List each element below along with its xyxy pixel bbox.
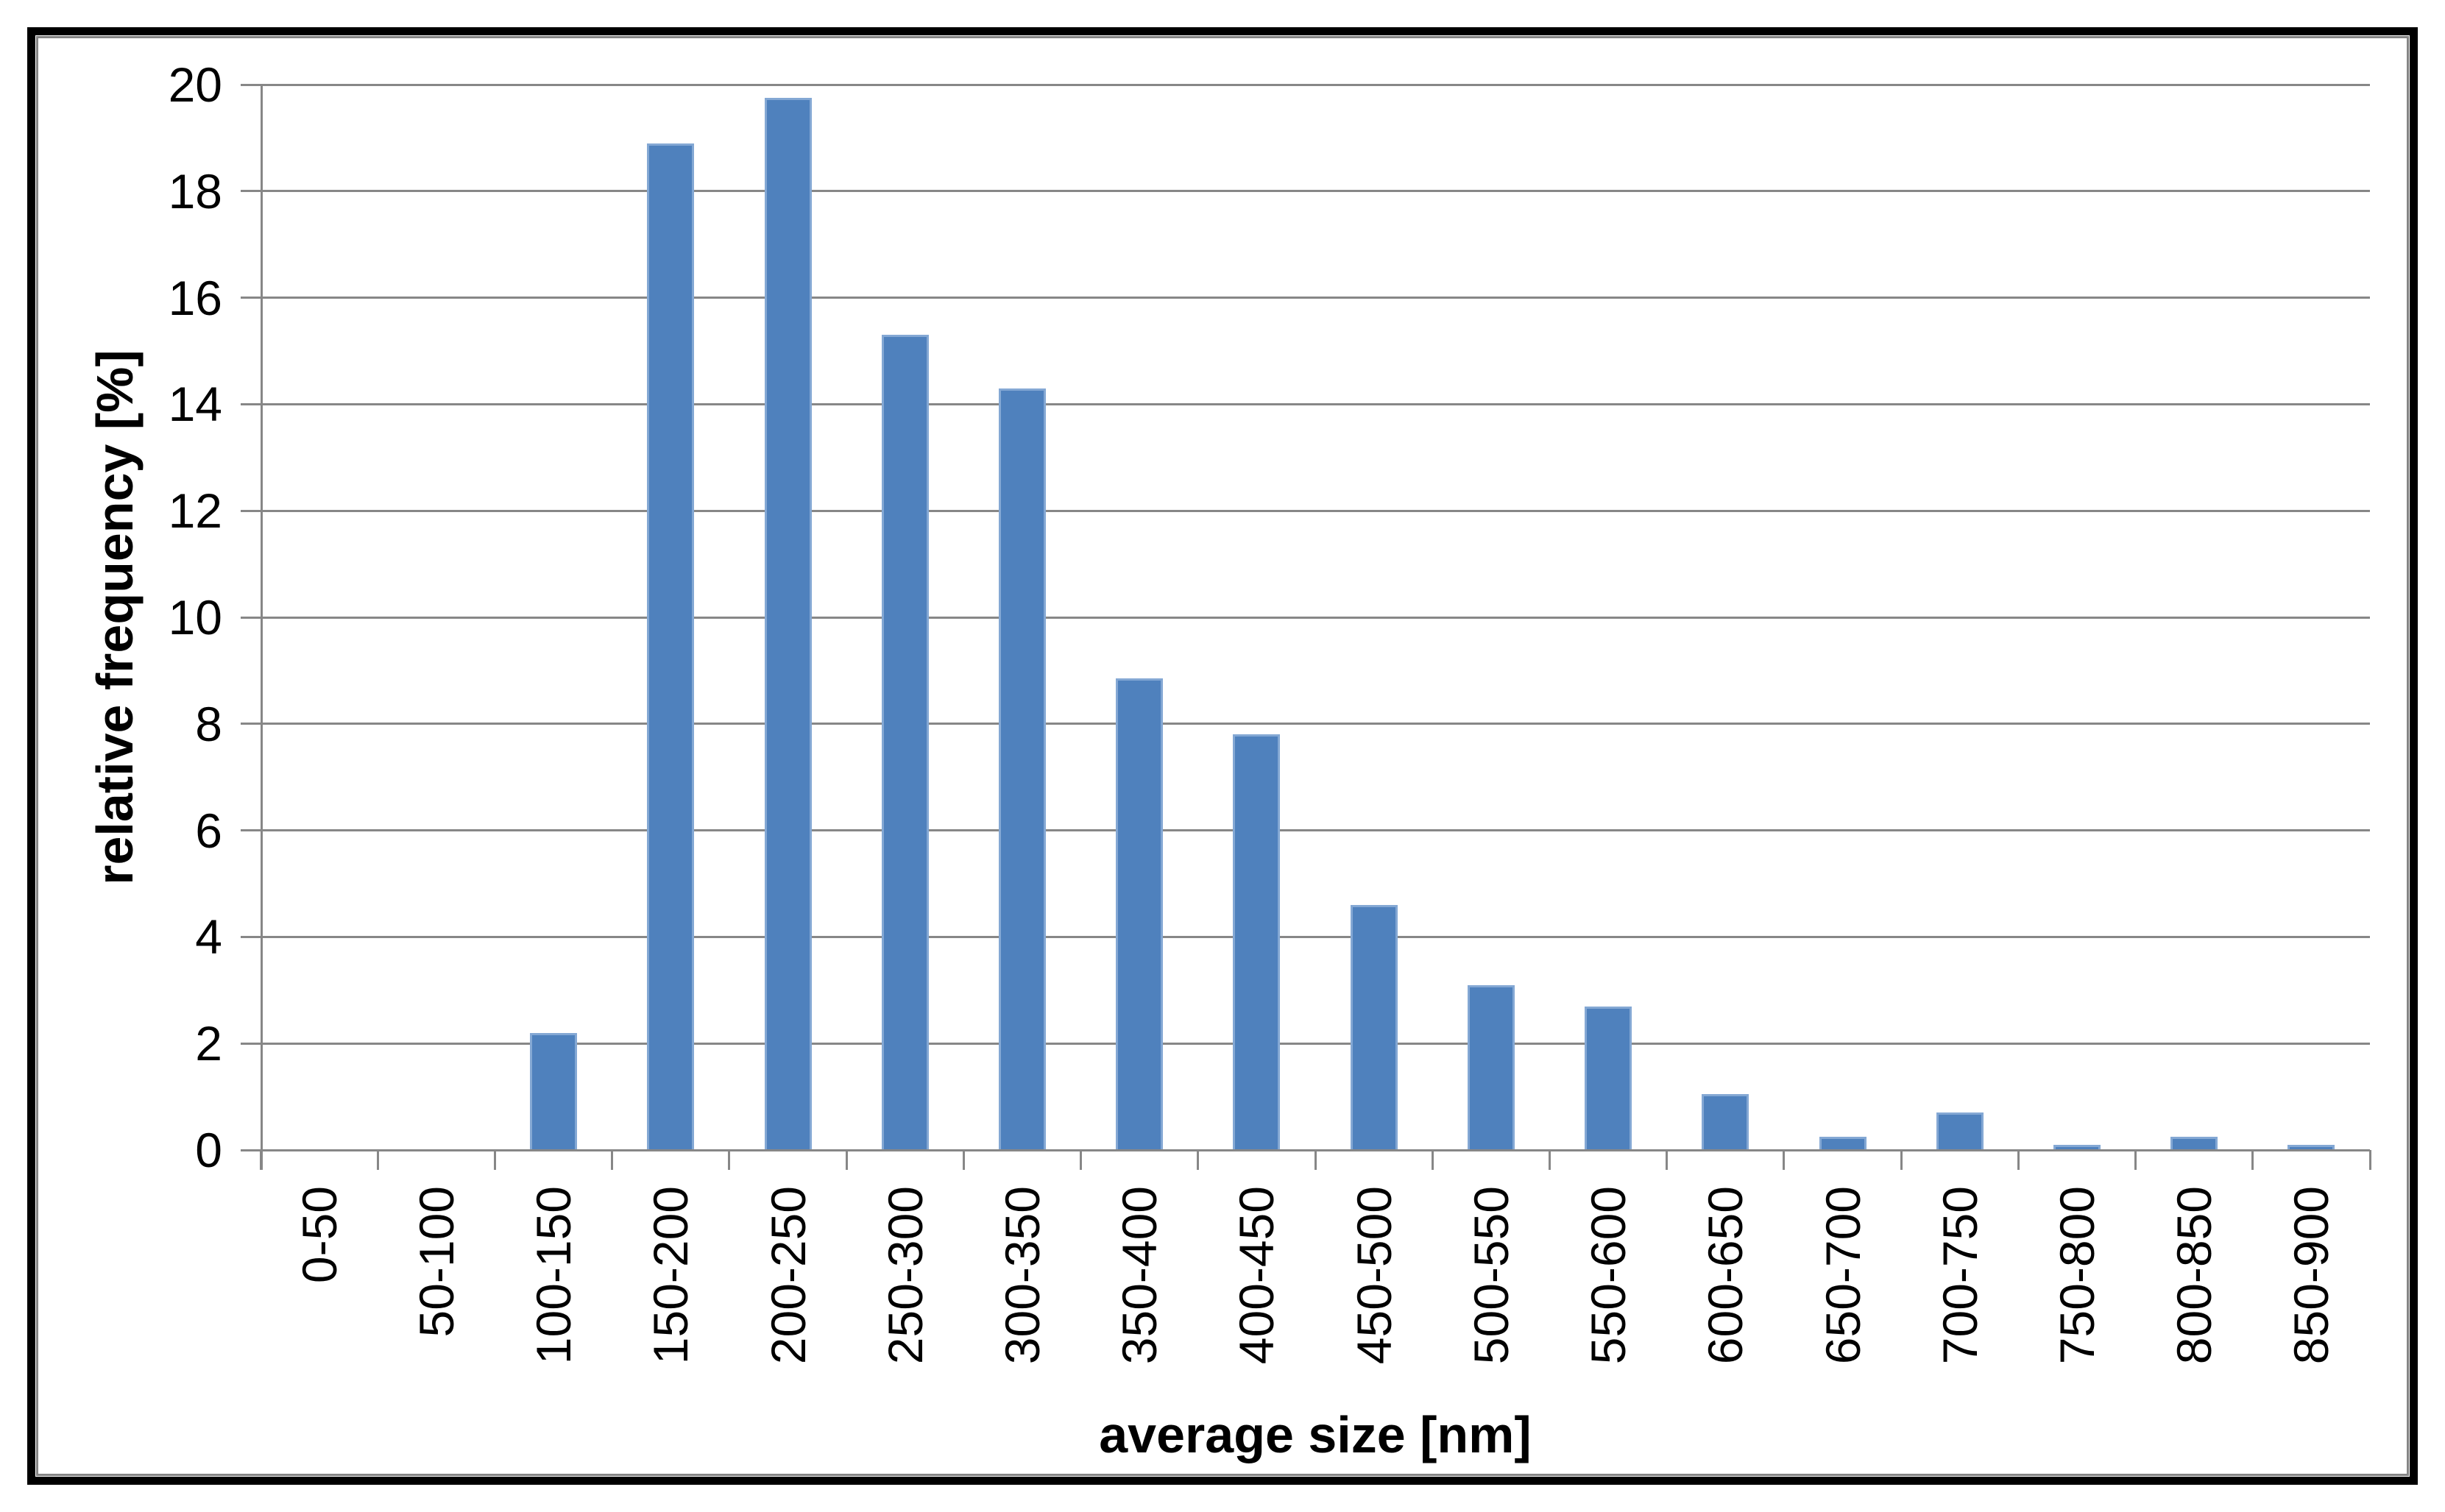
bar-650-700 [1819,1136,1867,1150]
y-axis-line [261,85,263,1170]
gridline [261,935,2370,938]
gridline [261,83,2370,86]
y-tick-label: 2 [195,1016,222,1071]
y-tick-label: 8 [195,696,222,751]
bar-150-200 [647,143,695,1150]
gridline [261,509,2370,512]
chart-frame [27,27,2418,1485]
x-tick [1080,1150,1083,1170]
x-tick-label-text: 600-650 [1698,1186,1753,1365]
y-tick-label: 6 [195,803,222,858]
x-tick-label-text: 350-400 [1112,1186,1167,1365]
gridline [261,616,2370,619]
y-tick-label: 4 [195,909,222,965]
x-tick [2368,1150,2371,1170]
y-tick-label: 14 [168,377,222,432]
x-tick-label-text: 100-150 [526,1186,581,1365]
gridline [261,1042,2370,1045]
x-tick-label-text: 750-800 [2049,1186,2104,1365]
x-tick [2017,1150,2020,1170]
x-tick [259,1150,262,1170]
bar-850-900 [2287,1144,2335,1150]
x-tick [2134,1150,2137,1170]
y-tick [241,297,261,299]
x-tick [1783,1150,1786,1170]
x-tick-label-text: 500-550 [1463,1186,1518,1365]
gridline [261,402,2370,405]
x-tick-label-text: 800-850 [2167,1186,2222,1365]
y-tick [241,723,261,725]
x-tick [2251,1150,2254,1170]
x-tick-label-text: 450-500 [1346,1186,1401,1365]
bar-450-500 [1350,904,1398,1150]
x-tick-label-text: 550-600 [1581,1186,1636,1365]
y-tick-label: 0 [195,1123,222,1177]
bar-700-750 [1936,1112,1984,1150]
bar-100-150 [530,1032,578,1150]
x-tick-label-text: 200-250 [760,1186,815,1365]
bar-550-600 [1585,1006,1632,1150]
bar-600-650 [1702,1093,1749,1150]
x-tick [611,1150,614,1170]
x-tick [1197,1150,1200,1170]
y-axis-title-text: relative frequency [%] [86,349,144,885]
bar-350-400 [1116,678,1164,1150]
gridline [261,297,2370,299]
y-tick-label: 18 [168,163,222,219]
y-tick-label: 20 [168,57,222,112]
x-tick-label-text: 150-200 [643,1186,698,1365]
y-tick [241,83,261,86]
y-tick-label: 16 [168,270,222,325]
y-tick [241,1042,261,1045]
x-tick-label-text: 300-350 [994,1186,1050,1365]
x-tick-label-text: 250-300 [877,1186,933,1365]
x-tick-label-text: 700-750 [1932,1186,1987,1365]
y-tick [241,935,261,938]
x-tick [1314,1150,1317,1170]
y-tick [241,616,261,619]
y-tick [241,509,261,512]
gridline [261,829,2370,832]
bar-800-850 [2170,1136,2218,1150]
gridline [261,190,2370,193]
gridline [261,723,2370,725]
y-tick [241,190,261,193]
bar-500-550 [1467,984,1515,1150]
x-tick [728,1150,731,1170]
x-tick [1548,1150,1551,1170]
y-tick [241,402,261,405]
x-tick [1431,1150,1434,1170]
y-tick [241,1149,261,1151]
x-tick-label-text: 50-100 [408,1186,464,1338]
bar-200-250 [764,98,812,1150]
chart-inner-border [36,36,2409,1476]
x-tick-label-text: 650-700 [1815,1186,1870,1365]
bar-300-350 [998,388,1046,1150]
x-tick [845,1150,848,1170]
x-tick [962,1150,965,1170]
x-tick [1666,1150,1669,1170]
x-tick-label-text: 850-900 [2284,1186,2339,1365]
x-tick [493,1150,496,1170]
y-tick [241,829,261,832]
x-tick-label-text: 0-50 [291,1186,347,1284]
x-axis-title: average size [nm] [1099,1406,1532,1463]
y-tick-label: 12 [168,483,222,539]
x-tick [1900,1150,1903,1170]
y-tick-label: 10 [168,590,222,645]
bar-250-300 [881,335,929,1150]
bar-400-450 [1233,734,1281,1150]
x-tick [376,1150,379,1170]
bar-750-800 [2053,1144,2101,1150]
x-tick-label-text: 400-450 [1229,1186,1284,1365]
